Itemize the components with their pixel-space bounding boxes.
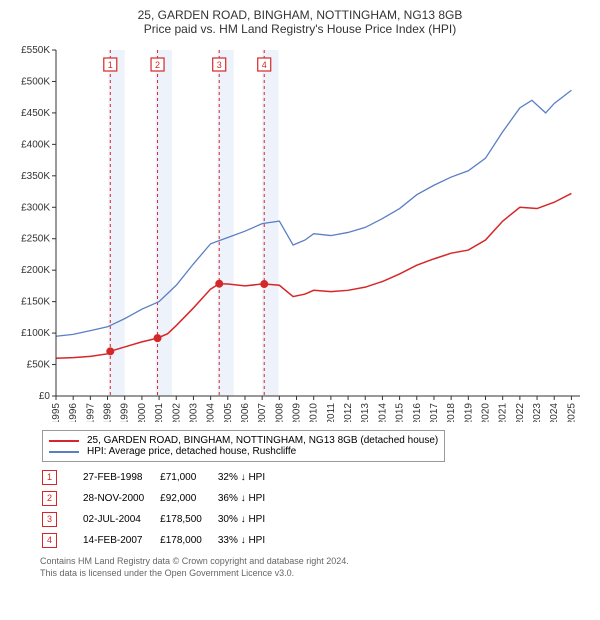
svg-text:2001: 2001 [154, 403, 165, 422]
svg-text:£350K: £350K [21, 171, 50, 182]
svg-text:£300K: £300K [21, 202, 50, 213]
svg-text:2008: 2008 [274, 403, 285, 422]
svg-text:2016: 2016 [412, 403, 423, 422]
table-row: 1 27-FEB-1998£71,00032% ↓ HPI [42, 468, 279, 487]
footer-line-2: This data is licensed under the Open Gov… [40, 568, 588, 578]
tx-delta: 33% ↓ HPI [218, 531, 279, 550]
legend-swatch [49, 440, 79, 442]
svg-text:2011: 2011 [326, 403, 337, 422]
svg-text:2009: 2009 [292, 403, 303, 422]
svg-text:4: 4 [262, 60, 267, 70]
chart-title: 25, GARDEN ROAD, BINGHAM, NOTTINGHAM, NG… [12, 8, 588, 22]
svg-text:2: 2 [155, 60, 160, 70]
svg-text:2006: 2006 [240, 403, 251, 422]
tx-date: 27-FEB-1998 [83, 468, 158, 487]
svg-text:2015: 2015 [395, 403, 406, 422]
svg-text:2010: 2010 [309, 403, 320, 422]
tx-marker: 4 [42, 533, 57, 548]
svg-text:2017: 2017 [429, 403, 440, 422]
tx-date: 14-FEB-2007 [83, 531, 158, 550]
tx-marker: 2 [42, 491, 57, 506]
svg-text:1996: 1996 [68, 403, 79, 422]
svg-text:£500K: £500K [21, 76, 50, 87]
svg-text:1: 1 [108, 60, 113, 70]
svg-text:2000: 2000 [137, 403, 148, 422]
svg-text:2013: 2013 [360, 403, 371, 422]
tx-delta: 30% ↓ HPI [218, 510, 279, 529]
legend-label: 25, GARDEN ROAD, BINGHAM, NOTTINGHAM, NG… [87, 435, 438, 446]
svg-text:2019: 2019 [463, 403, 474, 422]
svg-text:2012: 2012 [343, 403, 354, 422]
svg-text:£150K: £150K [21, 297, 50, 308]
svg-text:2020: 2020 [481, 403, 492, 422]
svg-text:£50K: £50K [27, 360, 51, 371]
svg-text:£200K: £200K [21, 265, 50, 276]
svg-text:2007: 2007 [257, 403, 268, 422]
tx-date: 02-JUL-2004 [83, 510, 158, 529]
tx-price: £178,500 [160, 510, 216, 529]
chart-svg: 1 2 3 4 £0 £50K £100K £150K £200K £250K £300K £350K… [12, 42, 588, 422]
svg-text:1995: 1995 [51, 403, 62, 422]
svg-text:£100K: £100K [21, 328, 50, 339]
legend-row: 25, GARDEN ROAD, BINGHAM, NOTTINGHAM, NG… [49, 435, 438, 446]
tx-price: £71,000 [160, 468, 216, 487]
tx-delta: 36% ↓ HPI [218, 489, 279, 508]
svg-text:2003: 2003 [188, 403, 199, 422]
legend: 25, GARDEN ROAD, BINGHAM, NOTTINGHAM, NG… [42, 430, 445, 462]
table-row: 2 28-NOV-2000£92,00036% ↓ HPI [42, 489, 279, 508]
tx-marker: 3 [42, 512, 57, 527]
svg-text:2024: 2024 [549, 403, 560, 422]
svg-text:1998: 1998 [103, 403, 114, 422]
svg-text:1997: 1997 [85, 403, 96, 422]
table-row: 4 14-FEB-2007£178,00033% ↓ HPI [42, 531, 279, 550]
svg-text:2022: 2022 [515, 403, 526, 422]
svg-text:£400K: £400K [21, 139, 50, 150]
tx-date: 28-NOV-2000 [83, 489, 158, 508]
svg-text:£450K: £450K [21, 108, 50, 119]
tx-marker: 1 [42, 470, 57, 485]
svg-text:2018: 2018 [446, 403, 457, 422]
legend-row: HPI: Average price, detached house, Rush… [49, 446, 438, 457]
svg-text:2014: 2014 [377, 403, 388, 422]
svg-text:£250K: £250K [21, 234, 50, 245]
svg-text:2021: 2021 [498, 403, 509, 422]
legend-label: HPI: Average price, detached house, Rush… [87, 446, 296, 457]
tx-price: £92,000 [160, 489, 216, 508]
footer-line-1: Contains HM Land Registry data © Crown c… [40, 556, 588, 566]
chart: 1 2 3 4 £0 £50K £100K £150K £200K £250K £300K £350K… [12, 42, 588, 422]
svg-text:2004: 2004 [206, 403, 217, 422]
chart-subtitle: Price paid vs. HM Land Registry's House … [12, 22, 588, 36]
svg-text:£0: £0 [39, 391, 51, 402]
svg-text:2023: 2023 [532, 403, 543, 422]
svg-text:2002: 2002 [171, 403, 182, 422]
table-row: 3 02-JUL-2004£178,50030% ↓ HPI [42, 510, 279, 529]
transactions-table: 1 27-FEB-1998£71,00032% ↓ HPI 2 28-NOV-2000… [40, 466, 281, 552]
legend-swatch [49, 451, 79, 453]
svg-text:3: 3 [217, 60, 222, 70]
tx-price: £178,000 [160, 531, 216, 550]
svg-text:2025: 2025 [566, 403, 577, 422]
svg-text:2005: 2005 [223, 403, 234, 422]
tx-delta: 32% ↓ HPI [218, 468, 279, 487]
svg-text:£550K: £550K [21, 45, 50, 56]
svg-text:1999: 1999 [120, 403, 131, 422]
